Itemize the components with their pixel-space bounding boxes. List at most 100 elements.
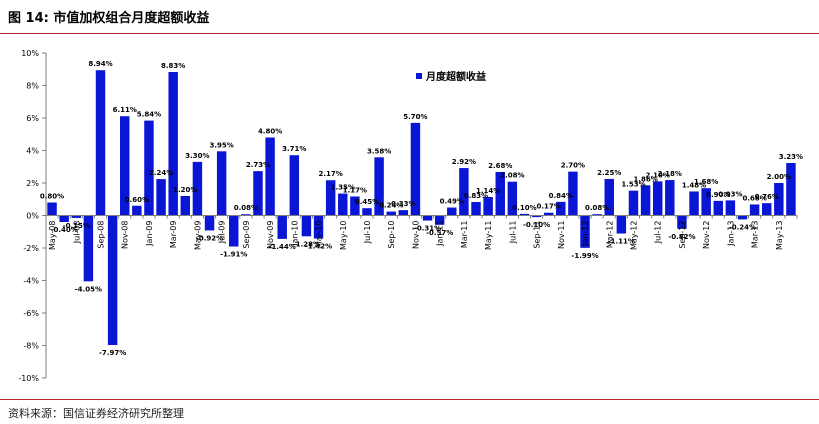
y-tick-label: -8% [23, 342, 39, 351]
bar [350, 196, 360, 216]
bar [374, 157, 384, 216]
data-label: 0.90% [706, 191, 730, 199]
y-tick-label: 6% [26, 114, 39, 123]
x-tick-label: May-12 [629, 221, 638, 250]
y-tick-label: -4% [23, 277, 39, 286]
bar [786, 163, 796, 216]
data-label: 0.68% [742, 194, 766, 202]
data-label: 4.80% [258, 128, 282, 136]
data-label: -0.57% [426, 229, 453, 237]
data-label: -0.40% [51, 226, 78, 234]
bar [737, 215, 748, 220]
bar [471, 202, 481, 216]
bar [616, 215, 627, 234]
bar [483, 196, 493, 216]
x-tick-label: Sep-10 [387, 221, 396, 249]
bar [192, 161, 203, 216]
data-label: 0.80% [40, 193, 64, 201]
data-label: 2.10% [646, 171, 670, 179]
bar [241, 214, 251, 216]
bar [47, 202, 57, 216]
bar [447, 207, 457, 216]
x-tick-label: Sep-11 [533, 221, 542, 249]
bar [59, 215, 69, 222]
bar [95, 70, 106, 216]
data-label: 1.68% [694, 178, 718, 186]
data-label: -1.42% [305, 243, 332, 251]
x-tick-label: Mar-12 [605, 221, 614, 249]
bar [519, 213, 530, 216]
source-note: 资料来源：国信证券经济研究所整理 [8, 407, 184, 420]
data-label: 1.53% [621, 181, 645, 189]
data-label: -0.10% [523, 221, 550, 229]
bar [253, 171, 263, 216]
y-tick-label: 4% [26, 147, 39, 156]
x-tick-label: Jan-10 [290, 221, 299, 247]
top-rule [0, 33, 819, 34]
x-tick-label: May-13 [775, 221, 784, 250]
bar [677, 215, 687, 229]
bar [83, 215, 94, 282]
bar [774, 183, 784, 216]
data-label: -1.91% [220, 251, 247, 259]
x-tick-label: Nov-08 [121, 221, 130, 249]
figure-header: 图 14: 市值加权组合月度超额收益 [0, 0, 819, 34]
bar [665, 180, 675, 216]
data-label: 0.49% [440, 198, 464, 206]
data-label: 2.73% [246, 161, 270, 169]
x-tick-label: Nov-09 [266, 221, 275, 249]
bar [71, 215, 82, 218]
legend-label: 月度超额收益 [425, 70, 486, 83]
x-tick-label: May-11 [484, 221, 493, 250]
y-tick-label: 2% [26, 179, 39, 188]
x-tick-label: Nov-12 [702, 221, 711, 249]
x-axis: May-08 Jul-08 Sep-08 Nov-08 Jan-09 Mar-09 May-… [45, 215, 798, 250]
data-label: 8.83% [161, 62, 185, 70]
x-tick-label: Sep-12 [678, 221, 687, 249]
data-label: 2.18% [658, 170, 682, 178]
x-tick-label: Sep-08 [97, 221, 106, 249]
bar [313, 215, 324, 239]
bar [713, 200, 723, 216]
y-tick-label: -10% [18, 374, 39, 383]
legend-swatch [416, 73, 422, 79]
data-label: 0.17% [537, 203, 561, 211]
bar [216, 151, 227, 216]
data-label: 2.68% [488, 162, 512, 170]
bar [132, 205, 142, 216]
data-label: -0.82% [668, 233, 695, 241]
bar [107, 215, 118, 346]
x-tick-label: Jan-12 [581, 221, 590, 247]
bar [204, 215, 215, 231]
data-label: 0.83% [464, 192, 488, 200]
bar [168, 72, 178, 216]
data-label: 3.58% [367, 147, 391, 155]
data-label: 2.92% [452, 158, 476, 166]
x-tick-label: Nov-10 [411, 221, 420, 249]
bar [531, 215, 542, 218]
data-label: 3.71% [282, 145, 306, 153]
x-tick-label: Mar-11 [460, 221, 469, 249]
data-label: 1.20% [173, 186, 197, 194]
bar [507, 181, 518, 216]
x-tick-label: May-08 [48, 221, 57, 250]
x-tick-label: May-10 [339, 221, 348, 250]
bar [289, 155, 300, 216]
data-labels: 0.80% -0.40%-0.15% -4.05% 8.94% -7.97% 6.11% 0… [40, 60, 803, 357]
data-label: 2.24% [149, 169, 173, 177]
data-label: -1.28% [293, 240, 320, 248]
data-label: -1.11% [608, 238, 635, 246]
bar [277, 215, 287, 239]
data-label: 1.17% [343, 186, 367, 194]
data-label: 3.30% [185, 152, 209, 160]
bar [180, 196, 191, 216]
bar [640, 185, 651, 216]
x-tick-label: Jul-08 [72, 221, 81, 245]
bar [144, 120, 154, 216]
bar [592, 214, 602, 216]
bar [434, 215, 445, 225]
bar [362, 208, 372, 216]
bar [422, 215, 433, 221]
bar [568, 171, 578, 216]
